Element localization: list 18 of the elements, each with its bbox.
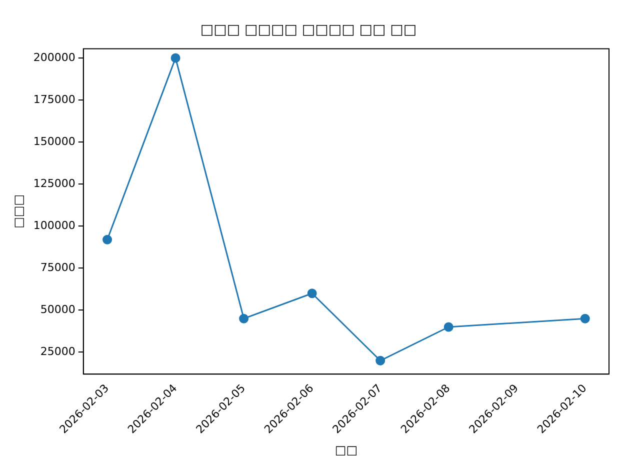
y-tick-label: 125000 <box>33 176 76 190</box>
point <box>102 234 112 244</box>
x-axis-title: □□ <box>334 442 358 457</box>
point <box>307 288 317 298</box>
point <box>444 322 454 332</box>
y-axis-title: □□□ <box>11 194 26 228</box>
point <box>580 314 590 324</box>
y-tick-label: 200000 <box>33 50 76 64</box>
point <box>170 53 180 63</box>
point <box>239 314 249 324</box>
chart-title: □□□ □□□□ □□□□ □□ □□ <box>200 22 417 38</box>
point <box>376 356 386 366</box>
y-tick-label: 175000 <box>33 92 76 106</box>
y-tick-label: 25000 <box>40 345 76 358</box>
y-tick-label: 100000 <box>33 219 76 232</box>
y-tick-label: 50000 <box>40 303 76 316</box>
y-tick-label: 150000 <box>33 134 76 148</box>
y-tick-label: 75000 <box>40 261 76 274</box>
